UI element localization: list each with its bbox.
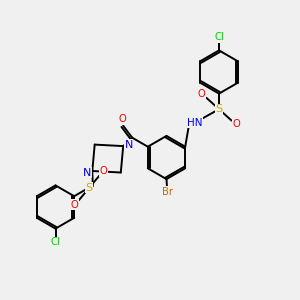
Text: O: O <box>100 166 107 176</box>
Text: O: O <box>232 119 240 129</box>
Text: N: N <box>124 140 133 150</box>
Text: N: N <box>83 167 91 178</box>
Text: HN: HN <box>187 118 203 128</box>
Text: S: S <box>85 183 93 193</box>
Text: Cl: Cl <box>214 32 224 42</box>
Text: Br: Br <box>162 187 172 197</box>
Text: O: O <box>71 200 79 210</box>
Text: O: O <box>119 114 127 124</box>
Text: Cl: Cl <box>51 237 60 247</box>
Text: O: O <box>198 89 206 99</box>
Text: S: S <box>215 104 223 114</box>
